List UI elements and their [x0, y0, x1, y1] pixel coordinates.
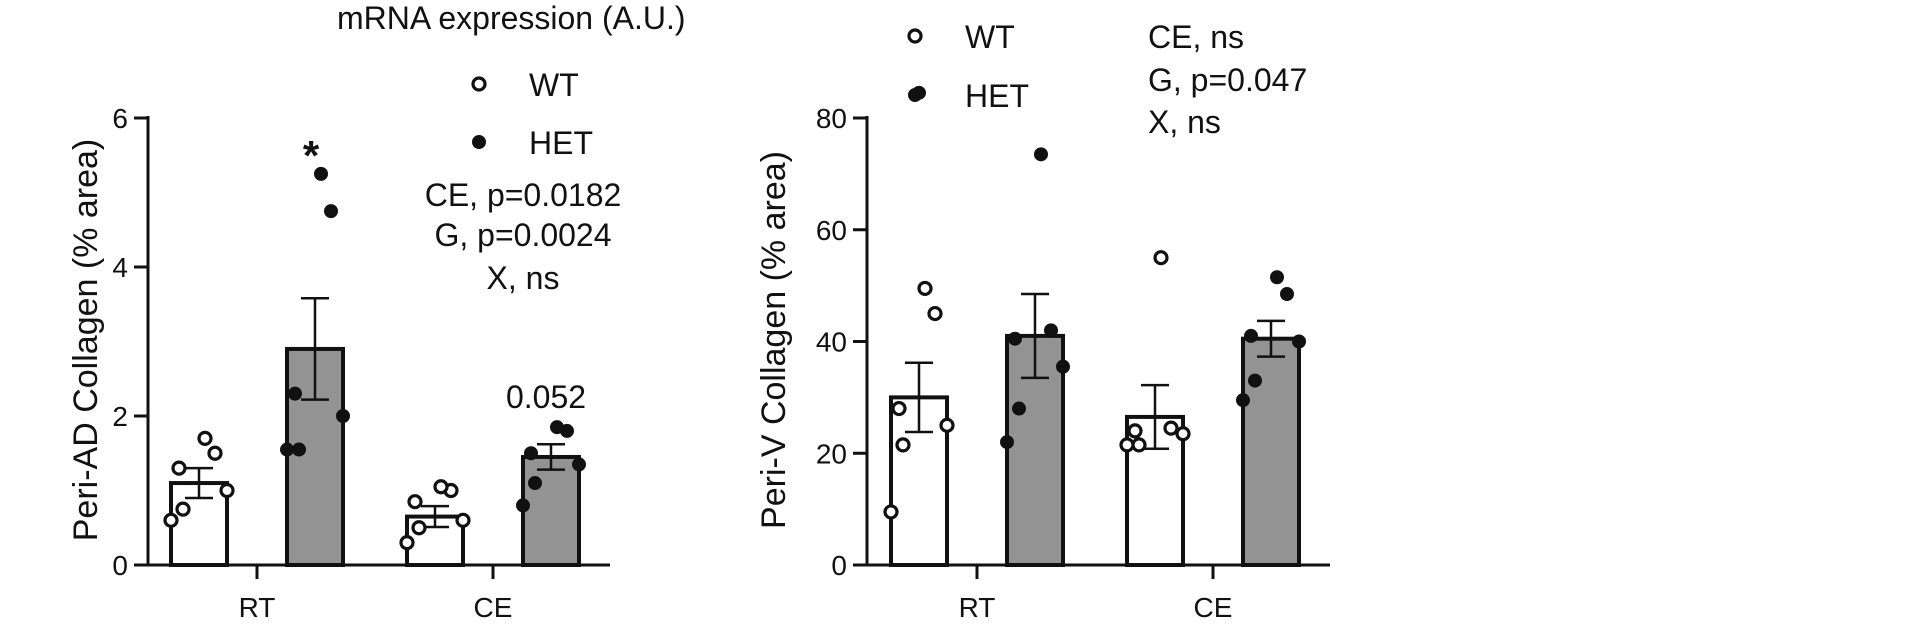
legend-label-wt: WT: [965, 19, 1015, 55]
data-point-het: [524, 446, 538, 461]
data-point-het: [292, 442, 306, 457]
y-tick-label: 6: [112, 103, 128, 134]
data-point-wt: [1131, 437, 1147, 453]
data-point-wt: [917, 280, 933, 297]
data-point-wt: [1175, 426, 1191, 442]
data-point-wt: [175, 501, 191, 517]
y-axis-label: Peri-V Collagen (% area): [755, 151, 793, 529]
data-point-het: [1034, 147, 1048, 162]
data-point-het: [1270, 270, 1284, 285]
data-point-het: [1044, 323, 1058, 338]
data-point-wt: [1163, 420, 1179, 436]
stat-line-x: X, ns: [1148, 104, 1221, 140]
stat-line-g: G, p=0.0024: [434, 217, 611, 253]
data-point-het: [336, 409, 350, 423]
data-point-wt: [433, 479, 449, 495]
chart-panel-peri-v: Peri-V Collagen (% area) 0 20 40 60 80 RT CE W…: [755, 19, 1330, 623]
data-point-het: [1244, 328, 1258, 343]
stats-text: CE, ns G, p=0.047 X, ns: [1148, 19, 1307, 140]
points: [883, 85, 1306, 520]
data-point-het: [1000, 435, 1014, 450]
x-tick-label: CE: [474, 592, 513, 623]
stat-line-ce: CE, ns: [1148, 19, 1244, 55]
legend-label-het: HET: [965, 78, 1029, 114]
significance-star: *: [303, 132, 320, 179]
data-point-het: [288, 386, 302, 401]
y-tick-label: 60: [816, 215, 847, 246]
data-point-het: [1248, 373, 1262, 388]
bar-het-ce: [1241, 336, 1301, 567]
stat-line-g: G, p=0.047: [1148, 62, 1307, 98]
data-point-het: [1012, 401, 1026, 416]
data-point-wt: [219, 482, 235, 499]
data-point-wt: [207, 445, 223, 461]
stat-line-ce: CE, p=0.0182: [425, 177, 622, 213]
bar-het-rt: [285, 346, 345, 568]
y-tick-label: 80: [816, 103, 847, 134]
data-point-wt: [1119, 437, 1135, 453]
stats-text: CE, p=0.0182 G, p=0.0024 X, ns: [425, 177, 622, 296]
data-point-wt: [1127, 423, 1143, 439]
data-point-het: [1292, 334, 1306, 349]
data-point-het: [516, 498, 530, 513]
data-point-wt: [399, 535, 415, 551]
data-point-wt: [927, 305, 943, 322]
data-point-het: [1056, 359, 1070, 374]
data-point-wt: [883, 504, 899, 520]
data-point-het: [528, 476, 542, 491]
legend-label-het: HET: [529, 125, 593, 161]
chart-panel-peri-ad: mRNA expression (A.U.) Peri-AD Collagen …: [67, 0, 686, 623]
overlap-text: mRNA expression (A.U.): [337, 0, 686, 36]
stat-line-x: X, ns: [487, 260, 560, 296]
data-point-wt: [895, 437, 911, 453]
y-tick-label: 20: [816, 438, 847, 469]
data-point-het: [314, 166, 328, 181]
data-point-het: [1280, 287, 1294, 302]
legend-marker-het: [908, 88, 922, 102]
data-point-wt: [171, 460, 187, 476]
data-point-het: [572, 457, 586, 472]
data-point-wt: [411, 520, 427, 536]
legend: WT HET: [907, 19, 1029, 114]
data-point-het: [280, 442, 294, 457]
p-value-annotation: 0.052: [506, 379, 586, 415]
data-point-wt: [891, 400, 907, 417]
legend-marker-wt: [907, 28, 923, 44]
data-point-wt: [455, 512, 471, 528]
data-point-wt: [407, 494, 423, 510]
points: [163, 166, 586, 551]
data-point-het: [550, 420, 564, 435]
y-tick-label: 2: [112, 401, 128, 432]
data-point-het: [324, 204, 338, 219]
bars: [169, 297, 581, 568]
data-point-wt: [939, 417, 955, 433]
legend: WT HET: [471, 67, 593, 161]
bar-het-ce: [521, 454, 581, 568]
y-tick-label: 0: [831, 550, 847, 581]
legend-marker-het: [472, 135, 486, 149]
legend-label-wt: WT: [529, 67, 579, 103]
y-tick-label: 4: [112, 252, 128, 283]
x-tick-label: RT: [959, 592, 996, 623]
data-point-het: [1236, 393, 1250, 408]
data-point-wt: [1153, 250, 1169, 266]
y-tick-label: 0: [112, 550, 128, 581]
y-axis-label: Peri-AD Collagen (% area): [67, 139, 105, 542]
data-point-wt: [163, 512, 179, 528]
data-point-wt: [197, 430, 213, 446]
x-tick-label: CE: [1194, 592, 1233, 623]
data-point-het: [1008, 331, 1022, 346]
y-tick-label: 40: [816, 327, 847, 358]
x-tick-label: RT: [239, 592, 276, 623]
legend-marker-wt: [471, 76, 487, 92]
